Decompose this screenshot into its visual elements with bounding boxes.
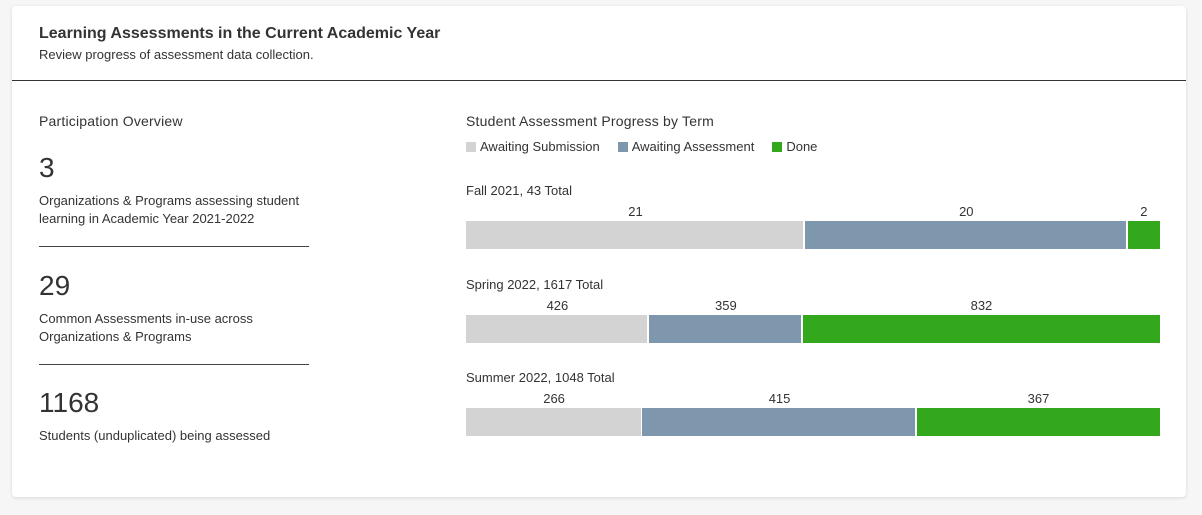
bar-value-label: 359	[715, 298, 737, 313]
term-row: Summer 2022, 1048 Total 266 415 367	[466, 370, 1160, 440]
stat-description: Common Assessments in-use across Organiz…	[39, 311, 253, 344]
bar-segment-awaiting-submission[interactable]	[466, 221, 804, 249]
overview-title: Participation Overview	[39, 113, 183, 129]
bar-value-label: 367	[1027, 391, 1050, 406]
bar-value-label: 266	[543, 391, 565, 406]
chart-title: Student Assessment Progress by Term	[466, 113, 714, 129]
stat-value: 3	[39, 152, 55, 183]
bar-value-label: 832	[970, 298, 993, 313]
legend-swatch	[466, 141, 476, 152]
term-row: Spring 2022, 1617 Total 426 359 832	[466, 277, 1160, 347]
stat-common-assessments: 29 Common Assessments in-use across Orga…	[39, 272, 309, 346]
stat-value: 29	[39, 270, 71, 301]
legend-item-awaiting-assessment: Awaiting Assessment	[617, 139, 755, 154]
bar-segment-done[interactable]	[802, 315, 1160, 343]
card-subtitle: Review progress of assessment data colle…	[39, 47, 314, 62]
term-label: Summer 2022, 1048 Total	[466, 370, 615, 385]
participation-overview: Participation Overview 3 Organizations &…	[39, 113, 309, 443]
legend-item-done: Done	[772, 139, 817, 154]
term-row: Fall 2021, 43 Total 21 20 2	[466, 183, 1160, 253]
bar-segment-awaiting-assessment[interactable]	[648, 315, 802, 343]
bar-segment-awaiting-assessment[interactable]	[804, 221, 1127, 249]
bar-segment-awaiting-submission[interactable]	[466, 408, 641, 436]
bar-value-label: 415	[768, 391, 791, 406]
legend-label: Done	[786, 139, 818, 154]
stacked-bar	[466, 315, 1160, 343]
bar-value-label: 21	[628, 204, 643, 219]
stacked-bar	[466, 221, 1160, 249]
progress-chart: Student Assessment Progress by Term Awai…	[466, 113, 1160, 453]
assessments-card: Learning Assessments in the Current Acad…	[12, 6, 1186, 497]
stat-divider	[39, 364, 309, 365]
stat-students: 1168 Students (unduplicated) being asses…	[39, 389, 309, 445]
bar-value-label: 2	[1140, 204, 1148, 219]
bar-value-label: 426	[546, 298, 569, 313]
legend-item-awaiting-submission: Awaiting Submission	[466, 139, 600, 154]
legend-swatch	[772, 141, 783, 152]
stat-description: Students (unduplicated) being assessed	[39, 428, 271, 443]
chart-legend: Awaiting Submission Awaiting Assessment …	[466, 139, 817, 154]
legend-label: Awaiting Assessment	[631, 139, 755, 154]
stat-organizations: 3 Organizations & Programs assessing stu…	[39, 154, 309, 228]
stat-divider	[39, 246, 309, 247]
bar-segment-done[interactable]	[916, 408, 1160, 436]
card-header: Learning Assessments in the Current Acad…	[12, 6, 1186, 81]
bar-segment-done[interactable]	[1127, 221, 1160, 249]
stacked-bar	[466, 408, 1160, 436]
bar-segment-awaiting-submission[interactable]	[466, 315, 648, 343]
term-label: Fall 2021, 43 Total	[466, 183, 572, 198]
legend-swatch	[617, 141, 628, 152]
stat-description: Organizations & Programs assessing stude…	[39, 193, 300, 226]
stat-value: 1168	[39, 387, 100, 418]
term-label: Spring 2022, 1617 Total	[466, 277, 604, 292]
card-title: Learning Assessments in the Current Acad…	[39, 25, 441, 42]
legend-label: Awaiting Submission	[480, 139, 600, 154]
bar-value-label: 20	[959, 204, 974, 219]
bar-segment-awaiting-assessment[interactable]	[642, 408, 916, 436]
